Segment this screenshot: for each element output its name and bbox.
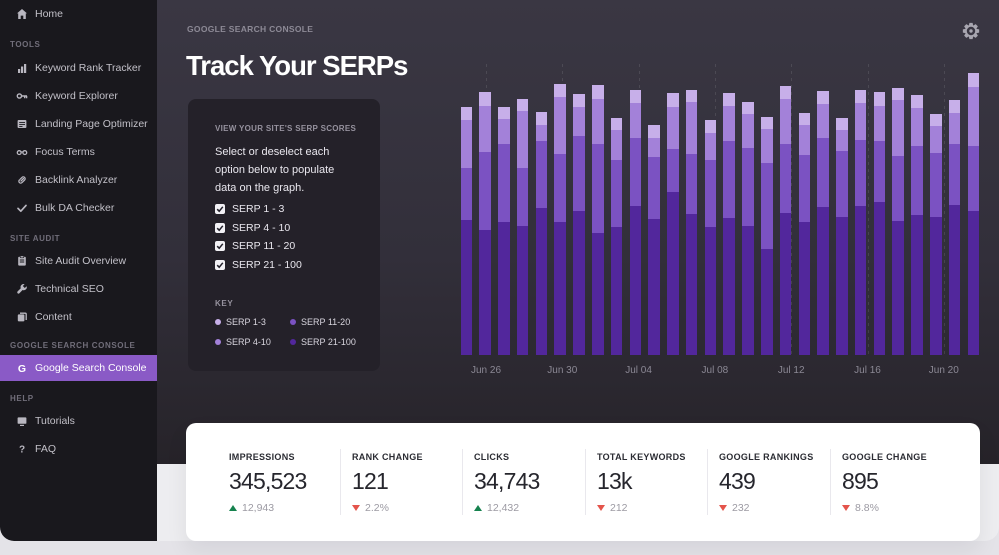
svg-text:G: G [18, 363, 26, 374]
svg-text:?: ? [19, 445, 25, 455]
